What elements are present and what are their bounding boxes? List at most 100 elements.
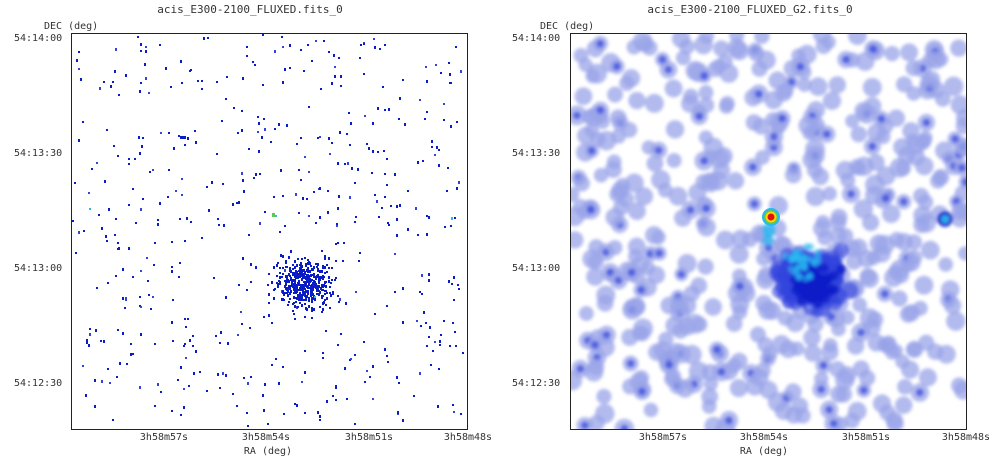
fits-image-smoothed[interactable] — [570, 33, 967, 430]
emission-blob — [874, 234, 895, 255]
emission-blob — [647, 266, 666, 284]
photon-event — [319, 270, 321, 273]
photon-event — [345, 302, 347, 305]
photon-event — [225, 374, 227, 377]
photon-event — [419, 291, 421, 293]
emission-blob — [946, 311, 966, 331]
photon-event — [305, 263, 307, 265]
cluster-emission — [805, 294, 816, 305]
emission-blob — [700, 156, 709, 165]
photon-event — [302, 287, 304, 289]
photon-event — [137, 36, 139, 38]
emission-blob — [758, 300, 778, 320]
photon-event — [374, 194, 376, 196]
photon-event — [344, 163, 346, 165]
dec-tick-label: 54:14:00 — [512, 33, 561, 44]
photon-event — [180, 414, 182, 416]
photon-event — [171, 270, 173, 273]
emission-blob — [754, 34, 770, 45]
photon-event — [332, 293, 334, 295]
emission-blob — [651, 169, 671, 190]
emission-blob — [622, 69, 641, 88]
photon-event — [354, 182, 356, 184]
image-panel-left: acis_E300-2100_FLUXED.fits_0 DEC (deg) 5… — [14, 3, 492, 457]
emission-blob — [862, 213, 880, 232]
emission-blob — [715, 230, 735, 250]
cluster-emission — [792, 249, 800, 257]
photon-event — [374, 46, 376, 49]
emission-blob — [686, 205, 695, 214]
emission-blob — [643, 402, 659, 418]
emission-blob — [713, 40, 730, 57]
fits-image-raw[interactable] — [71, 33, 468, 430]
photon-event — [335, 386, 337, 389]
emission-blob — [586, 205, 595, 214]
photon-event — [294, 260, 296, 263]
emission-blob — [634, 187, 654, 206]
emission-blob — [893, 138, 911, 157]
emission-blob — [859, 268, 877, 285]
emission-blob — [811, 167, 829, 186]
emission-blob — [830, 385, 848, 403]
photon-event — [141, 145, 143, 148]
photon-event — [300, 137, 302, 139]
photon-event — [440, 72, 442, 74]
photon-event — [248, 234, 250, 236]
emission-blob — [920, 240, 940, 260]
photon-event — [128, 247, 130, 250]
photon-event — [379, 48, 381, 50]
photon-event — [263, 118, 265, 120]
emission-blob — [926, 50, 946, 70]
photon-event — [333, 54, 335, 57]
photon-event — [449, 82, 451, 84]
emission-blob — [791, 48, 806, 63]
photon-event — [282, 290, 284, 293]
photon-event — [288, 256, 290, 259]
photon-event — [299, 292, 301, 294]
photon-event — [404, 123, 406, 126]
photon-event — [455, 345, 457, 347]
photon-event — [74, 182, 76, 184]
panel-title: acis_E300-2100_FLUXED.fits_0 — [157, 3, 343, 16]
emission-blob — [777, 310, 793, 326]
photon-event — [462, 352, 464, 354]
photon-event — [386, 184, 388, 186]
photon-event — [284, 269, 286, 272]
photon-event — [322, 302, 324, 305]
photon-event — [104, 180, 106, 183]
photon-event — [118, 94, 120, 96]
emission-blob — [624, 173, 644, 193]
emission-blob — [697, 217, 716, 237]
photon-event — [119, 362, 121, 365]
photon-event — [306, 308, 308, 311]
photon-event — [332, 291, 334, 293]
photon-event — [402, 321, 404, 324]
photon-event — [334, 66, 336, 68]
emission-blob — [666, 152, 682, 168]
photon-event — [438, 149, 440, 151]
photon-event — [94, 405, 96, 408]
photon-event — [115, 275, 117, 277]
photon-event — [316, 266, 318, 268]
photon-event — [148, 92, 150, 94]
photon-event — [335, 399, 337, 401]
photon-event — [321, 289, 323, 291]
dec-axis-label: DEC (deg) — [540, 21, 595, 32]
photon-event — [255, 266, 257, 269]
photon-event — [287, 294, 289, 297]
photon-event — [318, 290, 320, 292]
photon-event — [217, 373, 219, 376]
photon-event — [288, 301, 290, 303]
emission-blob — [668, 186, 688, 206]
photon-event — [99, 87, 101, 90]
photon-event — [288, 285, 290, 287]
emission-blob — [827, 312, 836, 321]
photon-event — [322, 357, 324, 359]
photon-event — [257, 116, 259, 118]
emission-blob — [841, 55, 850, 64]
photon-event — [78, 68, 80, 70]
emission-blob — [585, 68, 600, 84]
photon-event — [207, 37, 209, 39]
photon-event — [428, 279, 430, 282]
photon-event — [180, 60, 182, 63]
